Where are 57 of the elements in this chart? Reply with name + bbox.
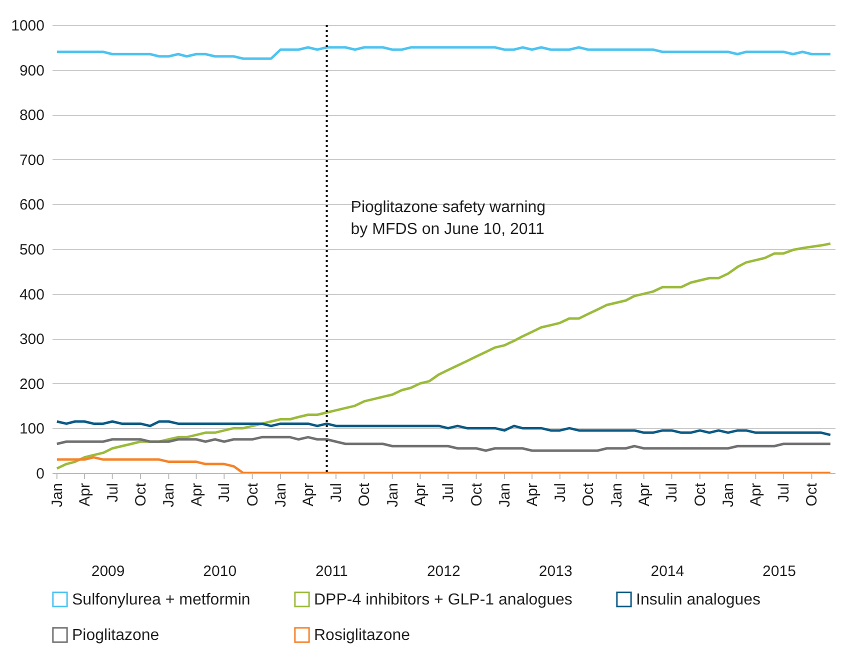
legend-label: Sulfonylurea + metformin: [72, 591, 250, 608]
x-tick-label: Jul: [440, 483, 458, 502]
line-series: [56, 420, 832, 436]
text: 2015: [762, 563, 796, 580]
x-tick-label: Apr: [76, 482, 94, 506]
legend-label: Insulin analogues: [636, 591, 761, 608]
x-tick-label: Oct: [468, 482, 486, 506]
x-tick-label: Jul: [328, 483, 345, 502]
legend-label: Pioglitazone: [72, 627, 160, 644]
line-series: [56, 436, 832, 452]
y-tick-label: 800: [19, 107, 44, 124]
x-tick-label: Jul: [776, 483, 793, 502]
x-tick-label: Jan: [720, 483, 738, 508]
x-tick-label: Oct: [580, 482, 598, 506]
legend-label: DPP-4 inhibitors + GLP-1 analogues: [314, 591, 572, 608]
x-tick-label: Apr: [524, 482, 542, 506]
text: 2011: [316, 563, 348, 580]
text: 2014: [650, 563, 684, 580]
x-tick-label: Apr: [748, 482, 765, 506]
x-tick-label: Oct: [356, 482, 374, 506]
x-tick-label: Oct: [244, 482, 262, 506]
y-tick-label: 0: [36, 466, 44, 482]
ref-line-label: Pioglitazone safety warning by MFDS on June 10, 2011: [350, 199, 546, 238]
x-tick-label: Jan: [160, 483, 178, 508]
x-tick-label: Oct: [804, 482, 821, 506]
x-tick-label: Jul: [104, 483, 122, 502]
x-tick-label: Jul: [216, 483, 234, 502]
text: 2013: [538, 563, 572, 580]
x-tick-label: Jul: [664, 483, 681, 502]
x-tick-label: Oct: [692, 482, 709, 506]
x-tick-label: Apr: [300, 482, 318, 506]
y-tick-label: 100: [19, 420, 44, 438]
legend-label: Rosiglitazone: [314, 627, 410, 644]
x-tick-label: Oct: [132, 482, 150, 506]
y-tick-label: 1000: [11, 18, 44, 34]
x-tick-label: Jan: [48, 483, 66, 508]
x-tick-label: Apr: [412, 482, 430, 506]
x-tick-label: Apr: [636, 482, 653, 506]
y-tick-label: 600: [19, 196, 44, 214]
y-tick-label: 700: [19, 152, 44, 169]
x-tick-label: Jan: [272, 483, 290, 508]
x-tick-label: Jul: [552, 483, 569, 502]
x-tick-label: Jan: [384, 483, 402, 508]
text: 2012: [426, 563, 460, 580]
line-series: [56, 242, 832, 470]
text: 2010: [203, 563, 237, 580]
y-tick-label: 300: [19, 331, 44, 348]
line-series: [56, 456, 832, 473]
text: 2009: [91, 563, 125, 580]
x-tick-label: Apr: [188, 482, 206, 506]
line-series: [56, 46, 832, 60]
x-tick-label: Jan: [608, 483, 626, 508]
y-tick-label: 900: [19, 62, 44, 80]
y-tick-label: 200: [19, 376, 44, 393]
x-tick-label: Jan: [496, 483, 514, 508]
y-tick-label: 500: [19, 242, 44, 258]
y-tick-label: 400: [19, 286, 44, 304]
